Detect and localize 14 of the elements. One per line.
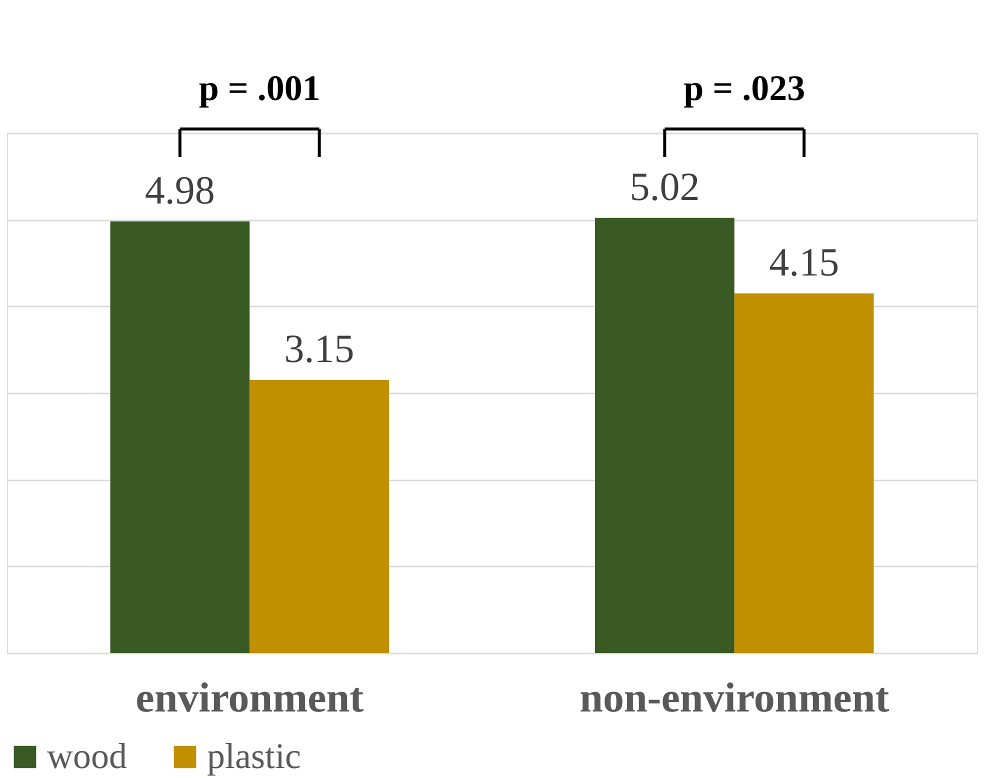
legend-label: wood xyxy=(47,736,127,776)
data-label: 5.02 xyxy=(630,164,700,209)
legend-label: plastic xyxy=(207,736,301,776)
data-label: 4.15 xyxy=(769,239,840,284)
bar xyxy=(250,380,389,653)
text: p = .001 xyxy=(198,68,320,108)
data-label: 3.15 xyxy=(284,326,354,371)
bar xyxy=(110,221,250,653)
bar xyxy=(595,218,734,653)
x-tick-label: environment xyxy=(136,676,364,722)
bar xyxy=(734,293,874,653)
x-tick-label: non-environment xyxy=(580,676,890,722)
text: p = .023 xyxy=(684,68,806,108)
data-label: 4.98 xyxy=(144,167,215,212)
